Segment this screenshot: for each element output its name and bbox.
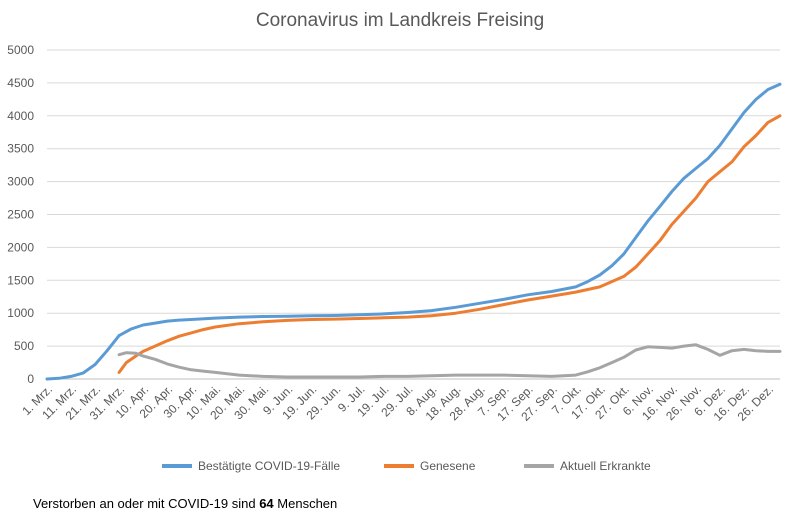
y-tick-label: 3500 <box>7 142 34 156</box>
series-lines <box>45 82 782 381</box>
y-tick-label: 1500 <box>7 273 34 287</box>
series-line-2 <box>117 114 782 374</box>
legend-label: Genesene <box>420 459 476 473</box>
gridlines <box>47 49 780 380</box>
y-tick-label: 3000 <box>7 175 34 189</box>
y-tick-label: 5000 <box>7 43 34 57</box>
y-tick-label: 0 <box>27 372 34 386</box>
y-tick-label: 500 <box>14 339 34 353</box>
legend-label: Aktuell Erkrankte <box>560 459 651 473</box>
chart-title: Coronavirus im Landkreis Freising <box>256 10 544 31</box>
series-line-3 <box>117 343 782 379</box>
legend-label: Bestätigte COVID-19-Fälle <box>198 459 340 473</box>
deaths-count: 64 <box>259 496 274 511</box>
x-axis: 1. Mrz.11. Mrz.21. Mrz.31. Mrz.10. Apr.2… <box>19 382 776 424</box>
series-line-1 <box>45 82 782 381</box>
deaths-note: Verstorben an oder mit COVID-19 sind 64 … <box>33 496 337 511</box>
y-axis: 0 500 1000 1500 2000 2500 3000 3500 4000 4500 5000 <box>7 43 34 386</box>
y-tick-label: 2500 <box>7 208 34 222</box>
y-tick-label: 4000 <box>7 109 34 123</box>
y-tick-label: 2000 <box>7 240 34 254</box>
deaths-note-suffix: Menschen <box>277 496 338 511</box>
deaths-note-prefix: Verstorben an oder mit COVID-19 sind <box>33 496 256 511</box>
legend: Bestätigte COVID-19-Fälle Genesene Aktuell… <box>162 459 651 473</box>
y-tick-label: 4500 <box>7 76 34 90</box>
y-tick-label: 1000 <box>7 306 34 320</box>
